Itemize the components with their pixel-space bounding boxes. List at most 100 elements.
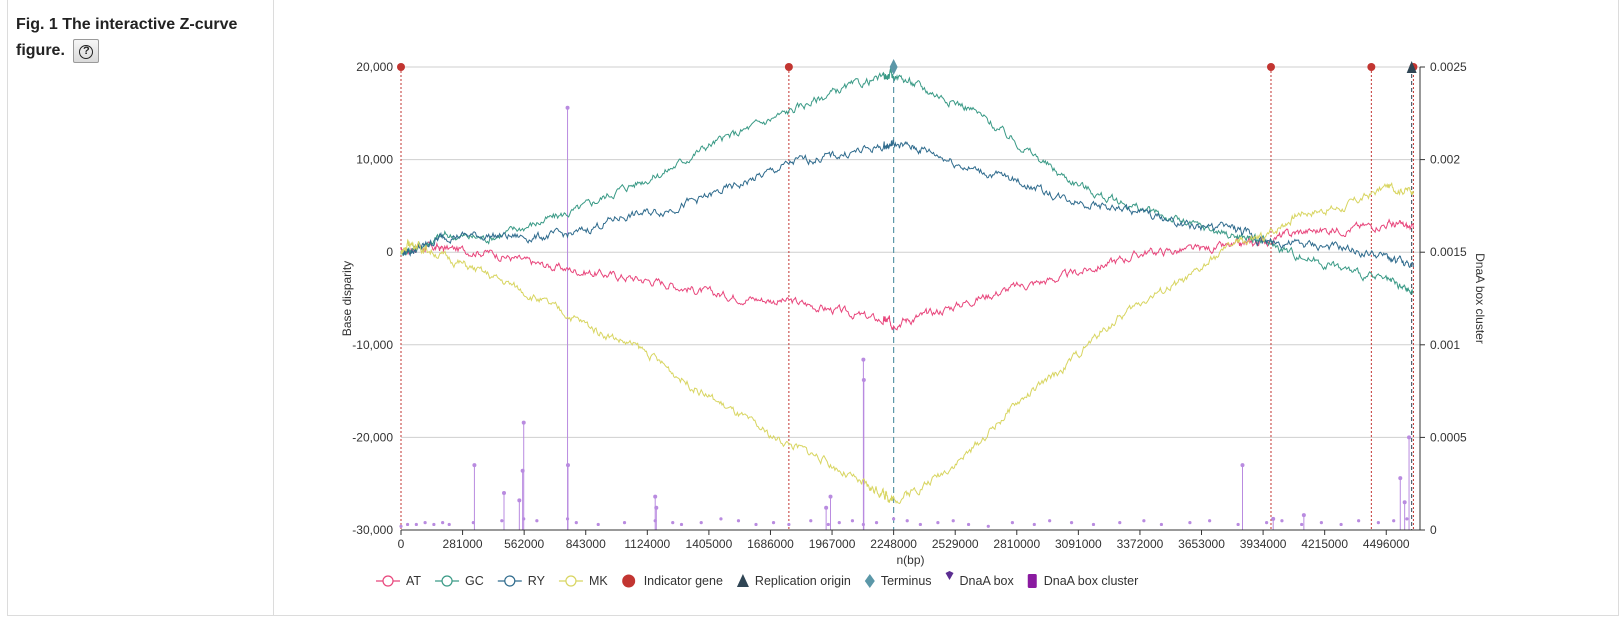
x-tick-label: 3091000 bbox=[1055, 537, 1102, 551]
legend-circle-swatch bbox=[565, 575, 577, 587]
dnaa-peak-point bbox=[1271, 516, 1276, 521]
x-tick-label: 2810000 bbox=[993, 537, 1040, 551]
dnaa-peak-point bbox=[565, 463, 570, 468]
indicator-gene-marker bbox=[1367, 63, 1376, 71]
x-tick-label: 4496000 bbox=[1363, 537, 1410, 551]
x-tick-label: 3934000 bbox=[1240, 537, 1287, 551]
legend-item-ry: RY bbox=[497, 574, 546, 588]
help-button[interactable]: ? bbox=[73, 38, 100, 63]
x-tick-label: 562000 bbox=[504, 537, 544, 551]
dnaa-box-cluster-point bbox=[1392, 519, 1396, 523]
dnaa-box-cluster-point bbox=[1032, 522, 1036, 527]
x-tick-label: 1124000 bbox=[624, 537, 670, 551]
dnaa-box-cluster-point bbox=[441, 520, 445, 525]
dnaa-peak-point bbox=[1240, 463, 1245, 468]
indicator-gene-marker bbox=[397, 63, 405, 71]
legend-label: DnaA box bbox=[960, 574, 1015, 588]
series-line-ry bbox=[400, 139, 1414, 268]
legend-label: Terminus bbox=[881, 574, 932, 588]
legend-label: MK bbox=[589, 574, 608, 588]
dnaa-box-cluster-point bbox=[918, 522, 922, 527]
y2-tick-label: 0.0005 bbox=[1430, 430, 1467, 444]
dnaa-box-cluster-point bbox=[423, 520, 427, 525]
legend-dnaa-cluster-swatch bbox=[1027, 574, 1037, 588]
legend-dnaa-box-swatch bbox=[945, 571, 954, 580]
legend-label: GC bbox=[465, 574, 484, 588]
dnaa-box-cluster-point bbox=[1339, 522, 1343, 527]
dnaa-peak-point bbox=[521, 420, 526, 425]
y-tick-label: -20,000 bbox=[352, 430, 393, 444]
dnaa-box-cluster-point bbox=[1118, 520, 1122, 525]
dnaa-box-cluster-point bbox=[1048, 519, 1052, 523]
dnaa-peak-point bbox=[472, 463, 477, 468]
dnaa-box-cluster-point bbox=[966, 522, 971, 527]
dnaa-peak-point bbox=[824, 505, 829, 510]
marker-lines-layer bbox=[400, 67, 1414, 530]
series-layer bbox=[400, 68, 1414, 505]
dnaa-box-cluster-point bbox=[1319, 520, 1323, 525]
x-tick-label: 2248000 bbox=[870, 537, 917, 551]
dnaa-box-cluster-point bbox=[787, 522, 791, 527]
dnaa-peak-point bbox=[861, 357, 866, 362]
figure-sidebar: Fig. 1 The interactive Z-curve figure. ? bbox=[8, 0, 274, 615]
y2-axis-title: DnaA box cluster bbox=[1473, 253, 1487, 344]
dnaa-box-cluster-point bbox=[447, 522, 451, 527]
legend-item-indicator: Indicator gene bbox=[622, 574, 723, 588]
dnaa-box-cluster-point bbox=[771, 520, 776, 525]
dnaa-box-cluster-point bbox=[1208, 519, 1212, 523]
help-icon: ? bbox=[79, 44, 94, 59]
legend-circle-swatch bbox=[382, 575, 394, 587]
y-tick-label: -10,000 bbox=[352, 338, 393, 352]
y-tick-label: 0 bbox=[386, 245, 393, 259]
dnaa-box-cluster-point bbox=[535, 519, 539, 523]
dnaa-box-cluster-point bbox=[432, 522, 436, 527]
dnaa-box-cluster-point bbox=[500, 519, 504, 523]
legend-item-gc: GC bbox=[435, 574, 484, 588]
x-tick-label: 1686000 bbox=[747, 537, 794, 551]
legend-label: DnaA box cluster bbox=[1044, 574, 1139, 588]
dnaa-box-cluster-point bbox=[414, 522, 418, 527]
terminus-marker bbox=[889, 59, 898, 75]
dnaa-peak-point bbox=[565, 105, 570, 110]
dnaa-box-cluster-point bbox=[1159, 522, 1164, 527]
dnaa-box-cluster-point bbox=[1280, 519, 1284, 523]
x-tick-label: 4215000 bbox=[1301, 537, 1348, 551]
x-axis-title: n(bp) bbox=[896, 553, 924, 567]
y-tick-label: -30,000 bbox=[352, 523, 393, 537]
dnaa-box-cluster-point bbox=[405, 522, 410, 527]
dnaa-box-cluster-point bbox=[1069, 520, 1074, 525]
dnaa-box-cluster-point bbox=[1357, 519, 1361, 523]
legend-label: Replication origin bbox=[755, 574, 851, 588]
series-line-mk bbox=[400, 182, 1414, 505]
legend-circle-swatch bbox=[441, 575, 453, 587]
figure-title: Fig. 1 The interactive Z-curve figure. ? bbox=[16, 12, 256, 64]
dnaa-box-cluster-point bbox=[951, 519, 955, 523]
dnaa-peak-point bbox=[1398, 476, 1403, 481]
dnaa-box-cluster-point bbox=[719, 517, 723, 521]
y-axis-title: Base disparity bbox=[340, 261, 354, 336]
y2-tick-label: 0.002 bbox=[1430, 153, 1460, 167]
y2-tick-label: 0 bbox=[1430, 523, 1437, 537]
dnaa-box-cluster-point bbox=[1405, 517, 1409, 521]
dnaa-box-cluster-point bbox=[671, 520, 675, 525]
legend-item-terminus: Terminus bbox=[864, 574, 932, 588]
dnaa-box-cluster-point bbox=[826, 522, 830, 527]
axes-layer: 20,00010,0000-10,000-20,000-30,0000.0025… bbox=[340, 60, 1487, 567]
x-tick-label: 1967000 bbox=[809, 537, 856, 551]
dnaa-box-cluster-point bbox=[1010, 520, 1015, 525]
legend-item-dnaa_cluster: DnaA box cluster bbox=[1027, 574, 1139, 588]
legend-item-at: AT bbox=[376, 574, 421, 588]
dnaa-peak-point bbox=[1301, 513, 1306, 518]
dnaa-peak-point bbox=[1402, 500, 1407, 505]
dnaa-box-cluster-point bbox=[850, 519, 855, 523]
x-tick-label: 3653000 bbox=[1178, 537, 1225, 551]
dnaa-peak-point bbox=[517, 498, 522, 503]
indicator-gene-marker bbox=[784, 63, 793, 71]
markers-layer bbox=[397, 59, 1418, 75]
dnaa-peak-point bbox=[501, 490, 506, 495]
x-tick-label: 0 bbox=[398, 537, 405, 551]
legend-terminus-swatch bbox=[864, 574, 875, 588]
dnaa-peak-point bbox=[828, 494, 833, 499]
x-tick-label: 3372000 bbox=[1117, 537, 1164, 551]
